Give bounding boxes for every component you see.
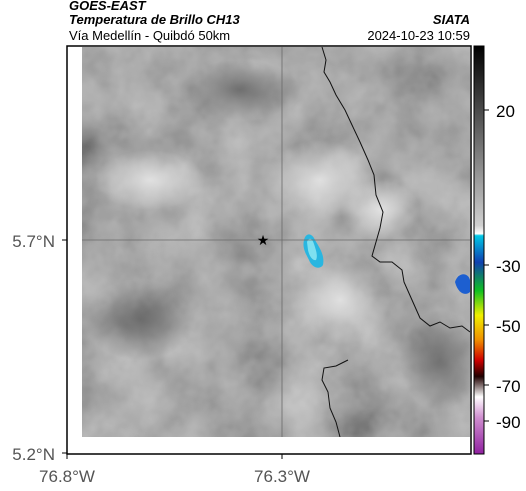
plot-frame xyxy=(66,45,472,455)
region-subtitle: Vía Medellín - Quibdó 50km xyxy=(69,28,231,43)
organization-label: SIATA xyxy=(432,12,470,27)
station-marker-icon: ★ xyxy=(257,232,270,248)
brightness-temperature-image xyxy=(82,47,470,437)
lon-tick-label: 76.3°W xyxy=(254,467,310,486)
product-title: Temperatura de Brillo CH13 xyxy=(69,12,240,27)
cold-cloud-cell xyxy=(455,274,470,294)
colorbar-label: -30 xyxy=(496,257,521,276)
temperature-colorbar: 20 -30 -50 -70 -90 xyxy=(473,45,521,455)
lat-tick-label: 5.7°N xyxy=(12,232,55,251)
timestamp-label: 2024-10-23 10:59 xyxy=(367,28,470,43)
department-border xyxy=(321,359,349,437)
lon-tick-label: 76.8°W xyxy=(39,467,95,486)
lat-tick-label: 5.2°N xyxy=(12,445,55,464)
department-border xyxy=(321,47,470,333)
colorbar-label: -50 xyxy=(496,317,521,336)
colorbar-label: -70 xyxy=(496,377,521,396)
product-satellite: GOES-EAST xyxy=(69,0,146,13)
colorbar-label: 20 xyxy=(496,102,515,121)
colorbar-label: -90 xyxy=(496,413,521,432)
